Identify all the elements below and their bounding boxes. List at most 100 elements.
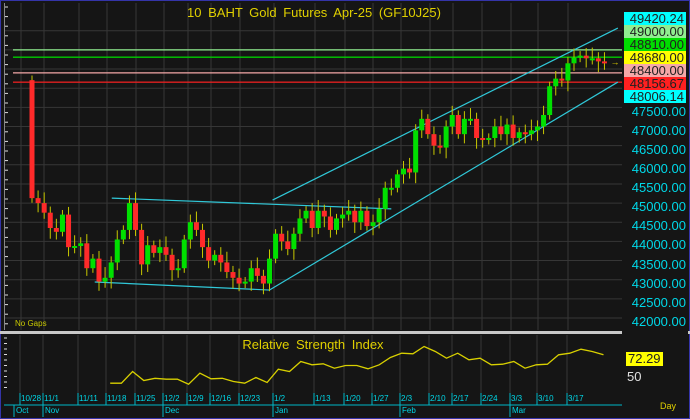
candle-body: [193, 222, 199, 230]
candle-body: [126, 203, 132, 230]
candle-body: [443, 126, 449, 148]
candle-body: [212, 254, 218, 261]
candle-body: [163, 247, 169, 255]
candle-body: [108, 262, 114, 278]
candle-body: [528, 130, 534, 135]
date-label: 1/2: [274, 394, 286, 403]
panel-divider[interactable]: [0, 331, 690, 334]
candle-body: [431, 134, 437, 146]
date-label: 2/10: [430, 394, 446, 403]
candle-body: [279, 233, 285, 242]
date-label: 11/25: [136, 394, 156, 403]
candle-body: [236, 277, 242, 284]
period-label[interactable]: Day: [660, 401, 677, 411]
candle-body: [309, 210, 315, 228]
candle-body: [187, 222, 193, 240]
date-label: 12/16: [211, 394, 232, 403]
candle-body: [315, 210, 321, 228]
trend-line: [269, 81, 619, 291]
date-label: 12/2: [164, 394, 180, 403]
candle-body: [346, 210, 352, 215]
candle-body: [248, 268, 254, 282]
price-axis-label: 43500.00: [631, 256, 686, 272]
candle-body: [41, 203, 47, 213]
candle-body: [66, 214, 72, 248]
candle-body: [352, 210, 358, 223]
candle-body: [413, 130, 419, 173]
candle-body: [230, 272, 236, 278]
candle-body: [510, 124, 516, 138]
date-label: 3/17: [568, 394, 584, 403]
price-tag: 49000.00: [624, 25, 686, 38]
candle-body: [120, 229, 126, 240]
rsi-line: [110, 345, 604, 385]
price-axis[interactable]: 42000.00 42500.00 43000.00 43500.00 44000.00…: [622, 3, 688, 393]
candle-body: [267, 258, 273, 284]
candle-body: [394, 174, 400, 188]
date-label: 11/1: [44, 394, 59, 403]
candlestick-chart[interactable]: →: [5, 3, 623, 330]
candle-body: [29, 80, 35, 199]
rsi-level-label: 50: [627, 369, 642, 384]
last-price-arrow: →: [610, 57, 619, 67]
price-axis-label: 47000.00: [631, 122, 686, 138]
rsi-axis: 72.29 50: [622, 338, 688, 396]
price-chart-panel[interactable]: → 10 BAHT Gold Futures Apr-25 (GF10J25) …: [4, 3, 623, 330]
candle-body: [200, 229, 206, 248]
candle-body: [534, 126, 540, 131]
date-label: 12/9: [188, 394, 204, 403]
candle-body: [297, 218, 303, 234]
candle-body: [96, 258, 102, 282]
month-label: Feb: [402, 406, 416, 415]
date-label: 2/17: [453, 394, 469, 403]
candle-body: [321, 210, 327, 217]
trend-line: [111, 197, 392, 210]
candle-body: [376, 208, 382, 223]
price-axis-label: 43000.00: [631, 275, 686, 291]
candle-body: [157, 247, 163, 253]
candle-body: [370, 222, 376, 227]
price-tag: 48680.00: [624, 51, 686, 64]
candle-body: [480, 137, 486, 140]
candle-body: [449, 115, 455, 127]
candle-body: [467, 118, 473, 121]
price-tag: 48400.00: [624, 64, 686, 77]
candle-body: [553, 78, 559, 87]
chart-title: 10 BAHT Gold Futures Apr-25 (GF10J25): [187, 5, 441, 20]
candle-body: [84, 243, 90, 269]
candle-body: [407, 168, 413, 173]
candle-body: [327, 216, 333, 230]
price-axis-label: 46500.00: [631, 141, 686, 157]
candle-body: [461, 118, 467, 135]
month-label: Jan: [275, 406, 288, 415]
date-axis-lines: [4, 393, 622, 417]
candle-body: [340, 214, 346, 219]
price-axis-label: 44000.00: [631, 237, 686, 253]
candle-body: [486, 137, 492, 140]
candle-body: [382, 187, 388, 209]
month-label: Nov: [45, 406, 60, 415]
candle-body: [59, 214, 65, 232]
candle-body: [595, 58, 601, 62]
price-axis-label: 45500.00: [631, 179, 686, 195]
candle-body: [35, 198, 41, 204]
price-axis-label: 44500.00: [631, 218, 686, 234]
date-label: 3/10: [538, 394, 554, 403]
candle-body: [541, 115, 547, 127]
candle-body: [516, 132, 522, 138]
month-label: Oct: [16, 406, 29, 415]
price-tag: 48810.00: [624, 38, 686, 51]
rsi-panel[interactable]: Relative Strength Index: [4, 335, 622, 393]
candle-body: [175, 268, 181, 271]
trend-line: [272, 27, 619, 201]
candle-body: [364, 210, 370, 227]
no-gaps-label: No Gaps: [15, 319, 47, 328]
date-axis[interactable]: 10/28 11/1 11/11 11/18 11/25 12/2 12/9 12/16 12/…: [4, 393, 622, 417]
candle-body: [455, 115, 461, 135]
price-tag: 49420.24: [624, 12, 686, 25]
candle-body: [522, 132, 528, 135]
price-tag: 48156.67: [624, 77, 686, 90]
candle-body: [254, 268, 260, 276]
candle-body: [47, 212, 53, 228]
price-axis-label: 42500.00: [631, 294, 686, 310]
